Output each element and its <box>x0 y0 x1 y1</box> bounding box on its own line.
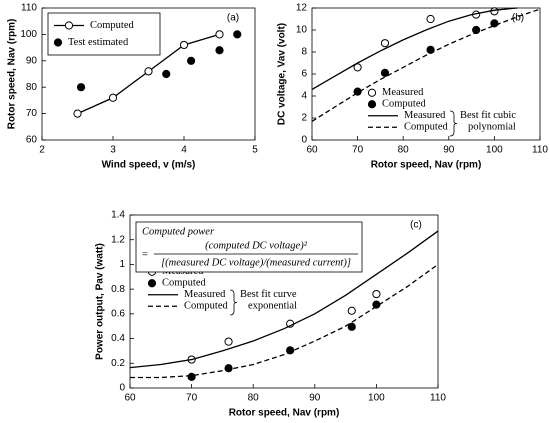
legend-marker <box>64 21 74 30</box>
x-tick-label: 90 <box>443 145 455 156</box>
y-tick-label: 0.2 <box>111 358 125 369</box>
x-axis-label: Rotor speed, Nav (rpm) <box>229 408 340 419</box>
legend-label: Computed <box>90 20 134 31</box>
fit-note: exponential <box>248 301 297 312</box>
brace <box>449 110 458 137</box>
y-tick-label: 4 <box>301 91 307 102</box>
legend-marker <box>147 279 157 288</box>
formula-denominator: [(measured DC voltage)/(measured current… <box>161 257 351 268</box>
x-tick-label: 60 <box>306 145 318 156</box>
y-tick-label: 100 <box>20 29 37 40</box>
data-point <box>215 30 224 39</box>
data-point <box>347 322 356 331</box>
legend-label: Measured <box>184 289 226 300</box>
data-point <box>380 39 390 48</box>
series-line <box>311 7 518 90</box>
x-tick-label: 110 <box>532 145 548 156</box>
data-point <box>162 69 171 79</box>
y-tick-label: 1 <box>119 259 125 270</box>
x-tick-label: 100 <box>486 145 503 156</box>
y-tick-label: 70 <box>26 108 38 119</box>
y-tick-label: 60 <box>26 135 38 146</box>
data-point <box>224 337 233 346</box>
data-point <box>372 289 381 299</box>
y-tick-label: 10 <box>296 25 308 36</box>
brace <box>229 289 238 316</box>
y-tick-label: 0 <box>301 135 307 146</box>
x-tick-label: 2 <box>39 145 45 156</box>
x-axis-label: Wind speed, v (m/s) <box>102 160 196 171</box>
series-line <box>129 230 439 369</box>
data-point <box>347 306 356 315</box>
y-tick-label: 0.8 <box>111 284 125 295</box>
data-point <box>380 68 390 78</box>
y-tick-label: 0 <box>119 383 125 394</box>
formula-title: Computed power <box>142 226 215 237</box>
fit-note: Best fit curve <box>240 289 297 300</box>
panel-label: (c) <box>410 220 422 231</box>
formula-numerator: (computed DC voltage)² <box>205 240 308 251</box>
legend-label: Test estimated <box>68 37 129 48</box>
y-axis-label: Power output, Pav (watt) <box>95 243 106 360</box>
fit-note: polynomial <box>468 122 516 133</box>
legend-label: Measured <box>382 87 424 98</box>
data-point <box>144 67 153 76</box>
panel-label: (a) <box>227 13 239 24</box>
plot-frame <box>129 214 439 389</box>
y-tick-label: 110 <box>21 3 37 14</box>
fit-note: Best fit cubic <box>460 110 516 121</box>
data-point <box>187 372 196 381</box>
x-tick-label: 5 <box>252 145 258 156</box>
formula-box <box>135 221 363 273</box>
data-point <box>76 83 86 92</box>
legend-label: Computed <box>404 122 448 133</box>
legend-label: Computed <box>162 278 206 289</box>
legend-marker <box>367 88 377 97</box>
y-tick-label: 12 <box>296 3 308 14</box>
y-tick-label: 80 <box>26 82 38 93</box>
panel-label: (b) <box>512 13 524 24</box>
x-tick-label: 110 <box>430 393 446 404</box>
data-point <box>108 93 118 102</box>
x-axis-label: Rotor speed, Nav (rpm) <box>371 160 482 171</box>
data-point <box>179 40 189 50</box>
data-point <box>187 56 196 65</box>
legend-box <box>47 12 161 56</box>
y-axis-label: Rotor speed, Nav (rpm) <box>7 19 18 130</box>
data-point <box>215 46 224 55</box>
data-point <box>426 14 435 24</box>
legend-marker <box>53 38 63 47</box>
data-point <box>224 364 233 373</box>
x-tick-label: 80 <box>248 393 260 404</box>
y-axis-label: DC voltage, Vav (volt) <box>277 23 288 125</box>
x-tick-label: 90 <box>309 393 321 404</box>
y-tick-label: 0.4 <box>111 333 125 344</box>
legend-label: Computed <box>184 301 228 312</box>
legend-label: Computed <box>382 99 426 110</box>
x-tick-label: 60 <box>124 393 136 404</box>
x-tick-label: 100 <box>368 393 385 404</box>
data-point <box>353 63 362 72</box>
y-tick-label: 1.2 <box>111 234 125 245</box>
y-tick-label: 1.4 <box>111 210 125 221</box>
x-tick-label: 3 <box>110 145 116 156</box>
x-tick-label: 70 <box>186 393 198 404</box>
y-tick-label: 90 <box>26 55 38 66</box>
x-tick-label: 70 <box>352 145 364 156</box>
x-tick-label: 80 <box>398 145 410 156</box>
series-line <box>311 8 541 122</box>
data-point <box>73 109 82 118</box>
y-tick-label: 8 <box>301 47 307 58</box>
data-point <box>233 30 242 39</box>
y-tick-label: 6 <box>301 69 307 80</box>
legend-label: Measured <box>404 110 446 121</box>
y-tick-label: 0.6 <box>111 308 125 319</box>
formula-equals: = <box>142 249 148 260</box>
series-line <box>130 263 439 379</box>
x-tick-label: 4 <box>181 145 187 156</box>
legend-marker <box>367 100 377 109</box>
plot-frame <box>41 7 256 141</box>
y-tick-label: 2 <box>301 113 307 124</box>
